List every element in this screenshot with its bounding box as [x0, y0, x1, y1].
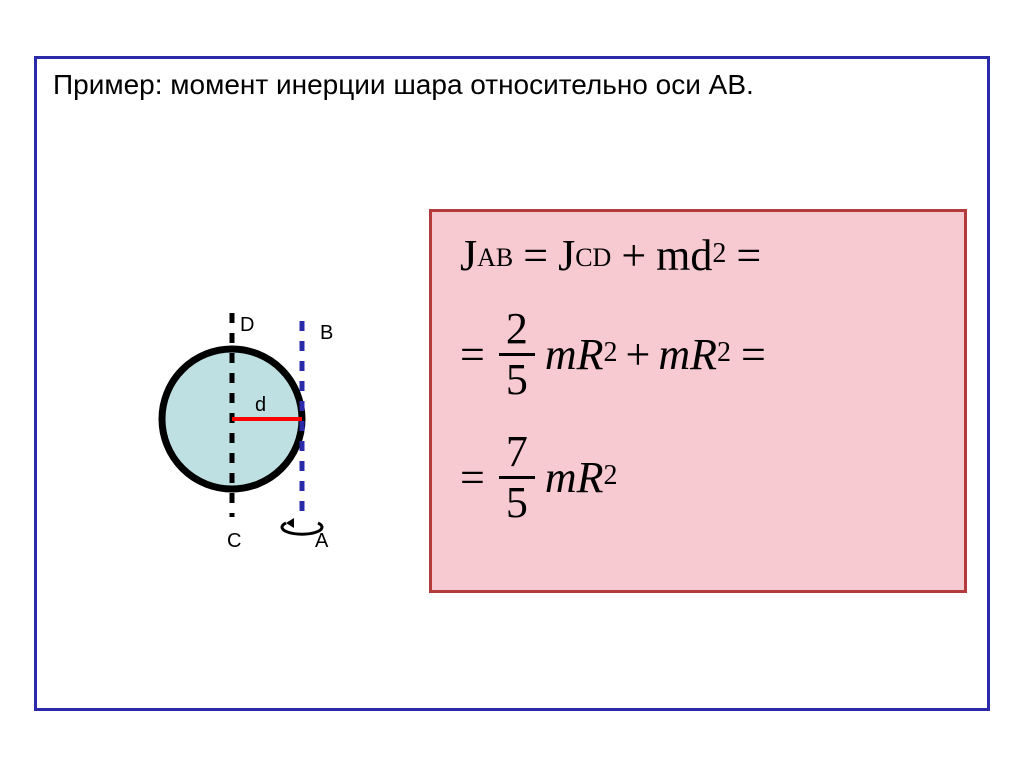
- sym-eq2: =: [736, 230, 761, 281]
- frac-num-2: 2: [500, 305, 534, 353]
- slide-title: Пример: момент инерции шара относительно…: [53, 67, 754, 102]
- diagram-svg: D B d C A: [137, 269, 377, 549]
- frac-den-5b: 5: [500, 479, 534, 527]
- label-a: A: [315, 530, 329, 549]
- sym-d: d: [690, 230, 712, 281]
- equation-line-3: = 7 5 m R 2: [460, 428, 944, 527]
- sym-J: J: [460, 230, 477, 281]
- sym-R: R: [577, 329, 604, 380]
- sym-m: m: [656, 230, 690, 281]
- sym-plus2: +: [626, 329, 651, 380]
- sym-eq: =: [523, 230, 548, 281]
- sup-2c: 2: [717, 337, 731, 369]
- frac-den-5: 5: [500, 356, 534, 404]
- label-d-radius: d: [255, 394, 266, 416]
- slide: Пример: момент инерции шара относительно…: [0, 0, 1024, 767]
- sup-2b: 2: [604, 337, 618, 369]
- sym-plus: +: [621, 230, 646, 281]
- equation-line-2: = 2 5 m R 2 + m R 2 =: [460, 305, 944, 404]
- sym-m2: m: [545, 329, 577, 380]
- sphere-diagram: D B d C A: [137, 269, 377, 549]
- sym-eq5: =: [460, 452, 485, 503]
- sym-m4: m: [545, 452, 577, 503]
- equation-line-1: J AB = J CD + m d 2 =: [460, 230, 944, 281]
- sym-R2: R: [690, 329, 717, 380]
- formula-box: J AB = J CD + m d 2 = = 2 5 m R: [429, 209, 967, 593]
- sup-2: 2: [712, 238, 726, 270]
- sup-2d: 2: [604, 460, 618, 492]
- fraction-2-5: 2 5: [499, 305, 535, 404]
- frac-num-7: 7: [500, 428, 534, 476]
- label-b: B: [320, 322, 333, 344]
- label-d-upper: D: [240, 314, 254, 336]
- slide-frame: Пример: момент инерции шара относительно…: [34, 56, 990, 711]
- sym-J2: J: [558, 230, 575, 281]
- sym-m3: m: [658, 329, 690, 380]
- fraction-7-5: 7 5: [499, 428, 535, 527]
- sym-eq3: =: [460, 329, 485, 380]
- sym-R3: R: [577, 452, 604, 503]
- sym-eq4: =: [741, 329, 766, 380]
- sub-CD: CD: [575, 243, 611, 273]
- sub-AB: AB: [477, 243, 513, 273]
- label-c: C: [227, 530, 241, 549]
